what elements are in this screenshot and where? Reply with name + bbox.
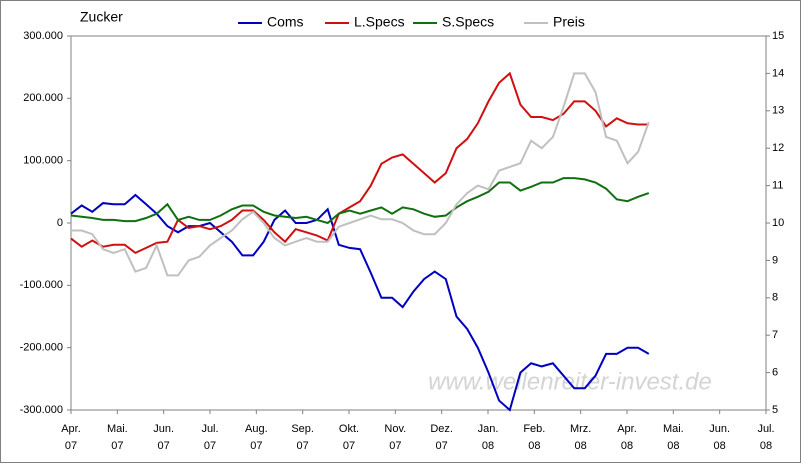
y2-tick-label: 14 xyxy=(772,67,784,79)
y2-tick-label: 9 xyxy=(772,254,778,266)
y2-tick-label: 5 xyxy=(772,404,778,416)
x-tick-year: 07 xyxy=(204,440,216,452)
legend-label: L.Specs xyxy=(354,14,405,30)
x-tick-year: 07 xyxy=(436,440,448,452)
x-tick-label: Jan. xyxy=(478,423,499,435)
x-tick-label: Feb. xyxy=(523,423,545,435)
x-tick-label: Okt. xyxy=(339,423,359,435)
x-tick-label: Nov. xyxy=(384,423,406,435)
legend-label: Coms xyxy=(267,14,304,30)
y2-tick-label: 10 xyxy=(772,217,784,229)
y-tick-label: 0 xyxy=(57,217,63,229)
chart-title: Zucker xyxy=(80,9,123,25)
y2-tick-label: 11 xyxy=(772,180,783,192)
series-line xyxy=(70,193,650,412)
y2-tick-label: 6 xyxy=(772,367,778,379)
x-tick-year: 07 xyxy=(343,440,355,452)
x-tick-year: 08 xyxy=(575,440,587,452)
y2-tick-label: 8 xyxy=(772,292,778,304)
y-tick-label: -100.000 xyxy=(20,279,63,291)
x-tick-year: 07 xyxy=(158,440,170,452)
x-tick-year: 08 xyxy=(714,440,726,452)
x-tick-year: 07 xyxy=(389,440,401,452)
series-line xyxy=(70,177,650,225)
x-tick-year: 08 xyxy=(760,440,772,452)
x-tick-label: Mrz. xyxy=(570,423,591,435)
x-tick-label: Dez. xyxy=(430,423,453,435)
x-tick-year: 07 xyxy=(111,440,123,452)
x-tick-label: Mai. xyxy=(107,423,128,435)
x-tick-label: Sep. xyxy=(291,423,314,435)
legend-label: S.Specs xyxy=(442,14,494,30)
x-tick-label: Jun. xyxy=(153,423,174,435)
x-tick-year: 08 xyxy=(621,440,633,452)
x-tick-year: 08 xyxy=(667,440,679,452)
x-tick-year: 07 xyxy=(250,440,262,452)
y2-tick-label: 12 xyxy=(772,142,784,154)
y2-tick-label: 13 xyxy=(772,105,784,117)
x-tick-label: Apr. xyxy=(617,423,637,435)
y-tick-label: 200.000 xyxy=(23,92,63,104)
y-tick-label: 100.000 xyxy=(23,155,63,167)
x-tick-year: 07 xyxy=(297,440,309,452)
y2-tick-label: 7 xyxy=(772,329,778,341)
y-tick-label: 300.000 xyxy=(23,30,63,42)
x-tick-label: Apr. xyxy=(61,423,81,435)
y-tick-label: -200.000 xyxy=(20,342,63,354)
x-tick-label: Aug. xyxy=(245,423,268,435)
x-tick-label: Mai. xyxy=(663,423,684,435)
x-tick-label: Jul. xyxy=(757,423,774,435)
legend-label: Preis xyxy=(553,14,585,30)
y-tick-label: -300.000 xyxy=(20,404,63,416)
x-tick-year: 07 xyxy=(65,440,77,452)
x-tick-year: 08 xyxy=(482,440,494,452)
x-tick-year: 08 xyxy=(528,440,540,452)
series-line xyxy=(71,72,650,277)
x-tick-label: Jun. xyxy=(709,423,730,435)
series-line xyxy=(70,71,649,255)
y2-tick-label: 15 xyxy=(772,30,784,42)
x-tick-label: Jul. xyxy=(201,423,218,435)
